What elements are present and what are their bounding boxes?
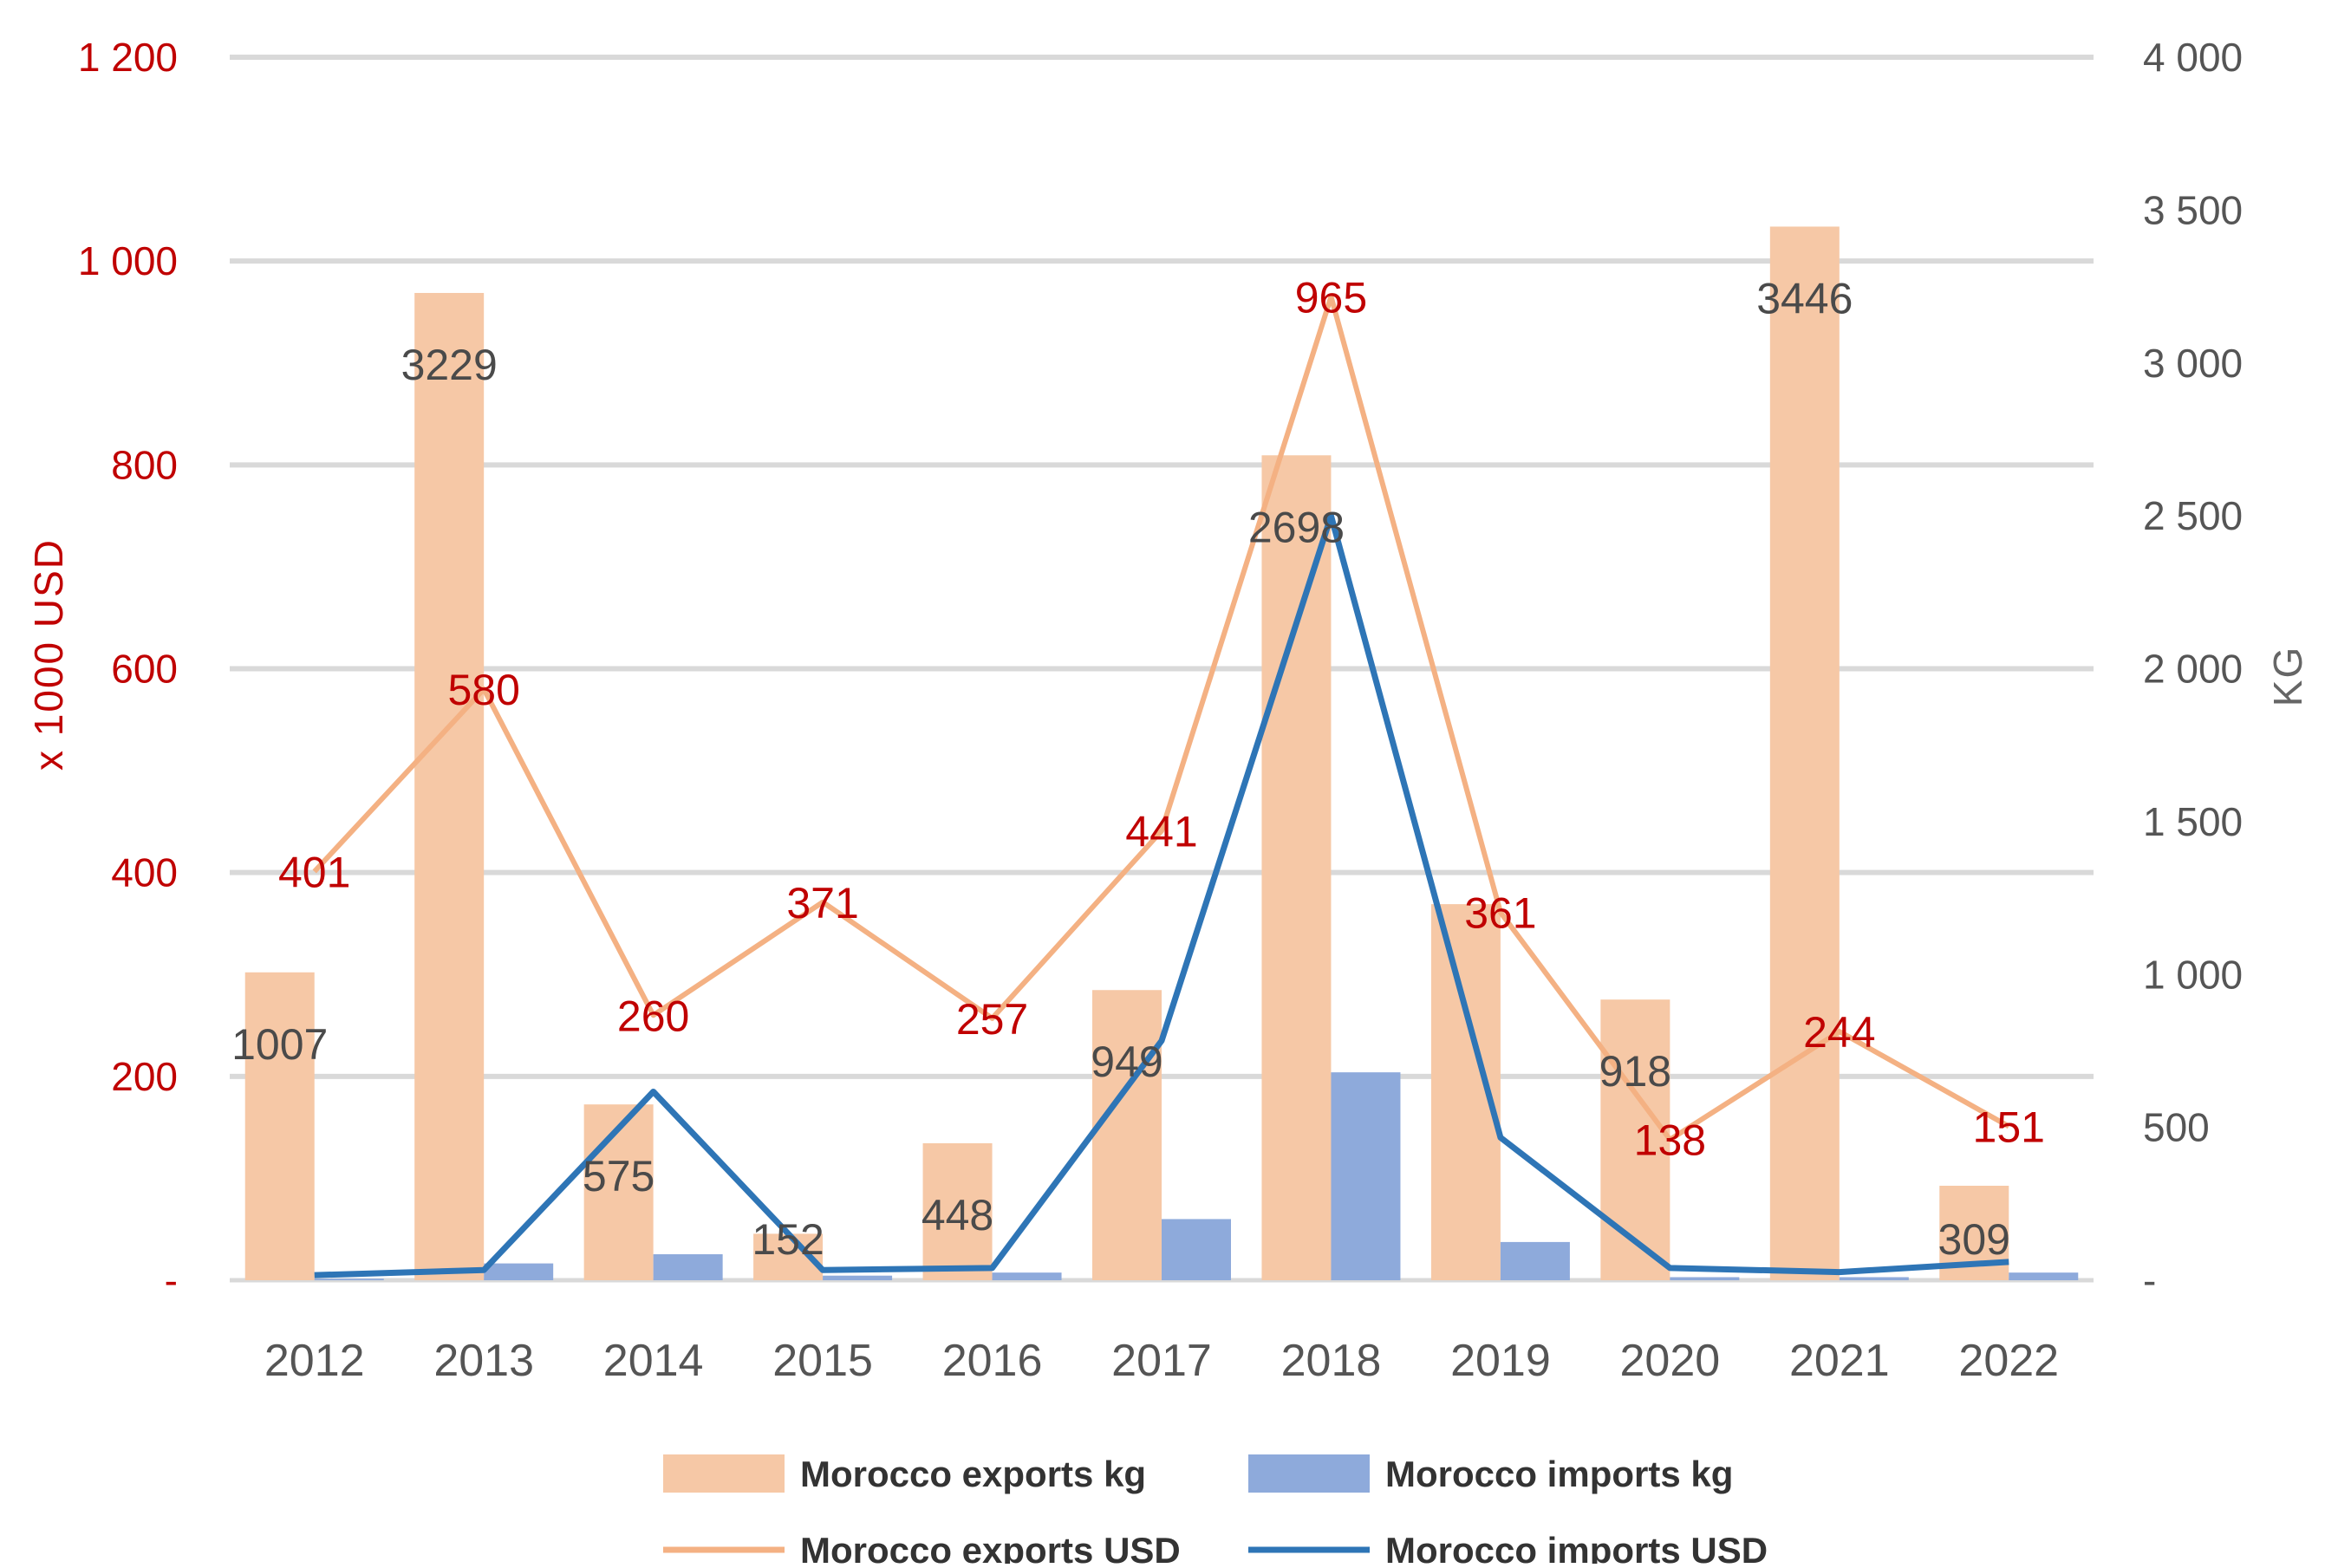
left-axis-tick-label: 1 200 [78, 35, 178, 80]
legend-label: Morocco exports kg [800, 1454, 1146, 1494]
exports-usd-data-label: 244 [1803, 1008, 1875, 1057]
exports-kg-bar [244, 972, 315, 1280]
exports-kg-data-label: 309 [1938, 1215, 2010, 1264]
x-axis-tick-label: 2020 [1620, 1336, 1721, 1386]
left-axis-tick-label: 600 [111, 647, 178, 692]
left-axis-tick-label: 400 [111, 850, 178, 895]
right-axis-tick-label: - [2143, 1258, 2156, 1303]
legend-label: Morocco exports USD [800, 1530, 1181, 1564]
left-axis-tick-label: 200 [111, 1054, 178, 1099]
imports-kg-bar [484, 1263, 554, 1280]
x-axis-tick-label: 2016 [942, 1336, 1043, 1386]
exports-usd-data-label: 401 [278, 848, 350, 896]
left-axis-title: x 1000 USD [26, 538, 71, 771]
right-axis-tick-label: 3 500 [2143, 187, 2243, 232]
exports-kg-bar [1092, 990, 1162, 1280]
exports-usd-data-label: 361 [1464, 889, 1536, 938]
exports-usd-data-label: 441 [1125, 807, 1197, 856]
right-axis-tick-label: 4 000 [2143, 35, 2243, 80]
imports-usd-line [314, 512, 2009, 1278]
data-labels: 1007 3229 575 152 448 949 2698 918 3446 309 401 580… [231, 273, 2045, 1264]
right-axis-tick-label: 2 500 [2143, 493, 2243, 538]
right-axis-tick-label: 1 000 [2143, 952, 2243, 997]
exports-kg-data-label: 575 [583, 1152, 655, 1200]
exports-usd-data-label: 151 [1973, 1103, 2045, 1151]
imports-kg-bar [1670, 1277, 1740, 1280]
imports-kg-bar [823, 1275, 893, 1280]
exports-kg-bar [414, 292, 485, 1281]
x-axis-tick-label: 2014 [603, 1336, 704, 1386]
imports-kg-bar [1500, 1241, 1570, 1280]
exports-kg-data-label: 448 [922, 1191, 993, 1239]
exports-kg-bar [1600, 999, 1670, 1280]
exports-kg-data-label: 1007 [231, 1020, 328, 1069]
imports-kg-bar [1162, 1219, 1231, 1280]
exports-usd-data-label: 580 [447, 666, 519, 714]
legend-label: Morocco imports USD [1385, 1530, 1768, 1564]
exports-usd-data-label: 965 [1295, 273, 1367, 322]
right-axis-tick-label: 2 000 [2143, 647, 2243, 692]
right-axis-tick-label: 3 000 [2143, 341, 2243, 386]
exports-kg-data-label: 3229 [401, 341, 498, 389]
right-axis-tick-label: 1 500 [2143, 799, 2243, 844]
x-axis-tick-label: 2015 [772, 1336, 873, 1386]
legend-label: Morocco imports kg [1385, 1454, 1733, 1494]
imports-kg-bar [2009, 1272, 2079, 1280]
exports-kg-data-label: 918 [1599, 1047, 1671, 1096]
x-axis-tick-label: 2019 [1450, 1336, 1551, 1386]
exports-kg-data-label: 949 [1091, 1038, 1162, 1086]
left-axis-tick-label: 1 000 [78, 238, 178, 283]
exports-kg-bar [922, 1142, 993, 1280]
right-axis-title: KG [2265, 646, 2310, 706]
x-axis-tick-label: 2017 [1111, 1336, 1212, 1386]
x-axis-tick-label: 2018 [1281, 1336, 1382, 1386]
exports-kg-data-label: 3446 [1756, 274, 1853, 322]
exports-usd-line [312, 294, 2010, 1142]
lines-layer [312, 294, 2010, 1278]
right-axis-tick-label: 500 [2143, 1105, 2210, 1150]
x-axis-tick-label: 2013 [433, 1336, 534, 1386]
exports-usd-data-label: 138 [1634, 1116, 1706, 1165]
legend: Morocco exports kg Morocco imports kg Moro… [663, 1454, 1768, 1568]
imports-kg-bar [1331, 1072, 1401, 1280]
imports-kg-bar [1839, 1277, 1909, 1280]
axes: - 200 400 600 800 1 000 1 200 - 500 1 000 1 500 2 0… [78, 35, 2243, 1386]
exports-kg-bar [1261, 455, 1332, 1280]
left-axis-tick-label: 800 [111, 442, 178, 487]
exports-usd-data-label: 371 [786, 879, 858, 927]
exports-kg-data-label: 152 [752, 1215, 824, 1264]
exports-usd-data-label: 257 [956, 995, 1028, 1044]
x-axis-tick-label: 2012 [264, 1336, 365, 1386]
imports-kg-bar [314, 1278, 384, 1280]
exports-usd-data-label: 260 [617, 992, 689, 1040]
exports-kg-bar [1769, 226, 1840, 1281]
legend-swatch [663, 1454, 785, 1493]
exports-kg-bar [583, 1104, 654, 1280]
x-axis-tick-label: 2022 [1958, 1336, 2059, 1386]
legend-swatch [1248, 1454, 1370, 1493]
imports-kg-bar [653, 1254, 723, 1280]
left-axis-tick-label: - [165, 1258, 178, 1303]
imports-kg-bar [992, 1272, 1062, 1280]
exports-kg-data-label: 2698 [1248, 503, 1345, 551]
gridlines [230, 55, 2094, 1283]
x-axis-tick-label: 2021 [1789, 1336, 1890, 1386]
